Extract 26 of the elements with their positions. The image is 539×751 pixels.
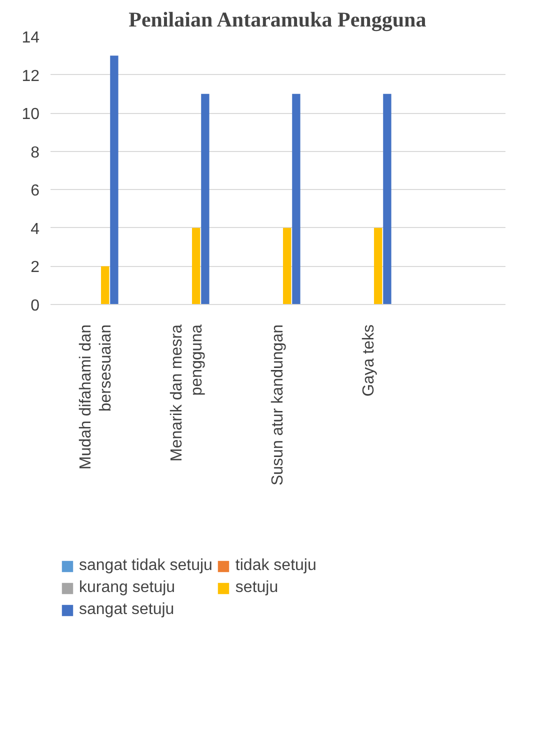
y-tick-label: 6 — [30, 182, 40, 200]
y-tick-label: 14 — [22, 30, 40, 46]
bar — [283, 228, 292, 304]
x-tick-label: Mudah difahami dan bersesuaian — [77, 324, 115, 470]
y-tick-label: 12 — [22, 68, 40, 85]
y-tick-label: 4 — [30, 220, 40, 238]
bar — [383, 94, 392, 304]
y-tick-label: 0 — [30, 298, 40, 314]
x-tick-label: Menarik dan mesra pengguna — [168, 324, 206, 462]
bar — [374, 228, 382, 304]
legend-label: setuju — [235, 579, 278, 597]
bar — [292, 94, 300, 304]
bar — [192, 228, 200, 304]
legend-label: sangat setuju — [79, 601, 174, 619]
bar — [101, 266, 110, 304]
y-tick-label: 2 — [30, 259, 40, 276]
chart-title: Penilaian Antaramuka Pengguna — [128, 8, 427, 32]
legend-label: tidak setuju — [235, 557, 316, 575]
legend-label: kurang setuju — [79, 579, 176, 597]
y-tick-label: 8 — [30, 144, 40, 162]
legend-label: sangat tidak setuju — [79, 557, 212, 575]
bar — [110, 56, 118, 304]
x-tick-label: Gaya teks — [360, 324, 378, 397]
y-tick-label: 10 — [22, 106, 40, 124]
x-tick-label: Susun atur kandungan — [270, 324, 286, 486]
bar — [201, 94, 210, 304]
